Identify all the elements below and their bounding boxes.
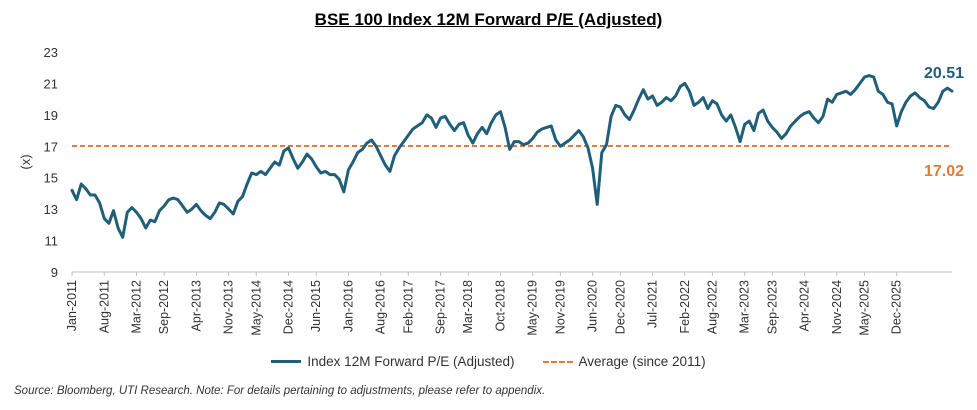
legend-swatch-series [271, 360, 302, 363]
legend-entry-series: Index 12M Forward P/E (Adjusted) [271, 354, 515, 369]
x-tick-label: Mar-2012 [130, 280, 144, 334]
x-tick-label: Dec-2020 [613, 280, 627, 334]
x-tick-label: Dec-2014 [282, 280, 296, 334]
x-tick-label: Sep-2017 [434, 280, 448, 334]
x-tick-label: May-2025 [857, 280, 871, 336]
legend-swatch-average [542, 360, 573, 363]
legend: Index 12M Forward P/E (Adjusted) Average… [0, 354, 977, 369]
x-tick-label: Feb-2022 [678, 280, 692, 334]
legend-label-average: Average (since 2011) [578, 354, 706, 369]
legend-entry-average: Average (since 2011) [542, 354, 706, 369]
y-tick-label: 23 [44, 45, 58, 60]
x-tick-label: Oct-2018 [493, 280, 507, 331]
x-tick-label: Apr-2024 [798, 280, 812, 331]
source-note: Source: Bloomberg, UTI Research. Note: F… [14, 385, 546, 397]
y-tick-label: 11 [45, 234, 59, 249]
y-axis: 9 11 13 15 17 19 21 23 [44, 45, 58, 280]
pe-series-line [70, 74, 954, 239]
y-tick-label: 15 [44, 171, 58, 186]
x-tick-label: Mar-2018 [461, 280, 475, 334]
y-tick-label: 21 [44, 76, 58, 91]
x-tick-label: Aug-2016 [374, 280, 388, 334]
x-tick-label: Nov-2019 [553, 280, 567, 334]
y-tick-label: 17 [44, 139, 58, 154]
x-tick-label: Jun-2015 [309, 280, 323, 332]
y-axis-label: (x) [18, 154, 33, 169]
x-tick-label: Nov-2013 [222, 280, 236, 334]
x-tick-label: Sep-2012 [157, 280, 171, 334]
average-value-label: 17.02 [924, 163, 964, 180]
x-tick-label: Jul-2021 [646, 280, 660, 328]
x-tick-label: May-2019 [526, 280, 540, 336]
x-tick-label: Dec-2025 [890, 280, 904, 334]
chart-title: BSE 100 Index 12M Forward P/E (Adjusted) [314, 10, 663, 29]
y-tick-label: 19 [44, 108, 58, 123]
x-tick-label: Feb-2017 [401, 280, 415, 334]
x-tick-label: Sep-2023 [765, 280, 779, 334]
x-tick-label: May-2014 [249, 280, 263, 336]
x-tick-label: Jan-2011 [65, 280, 79, 331]
y-tick-label: 9 [51, 265, 58, 280]
x-tick-label: Aug-2022 [705, 280, 719, 334]
x-tick-label: Jun-2020 [586, 280, 600, 332]
x-tick-label: Nov-2024 [830, 280, 844, 334]
legend-label-series: Index 12M Forward P/E (Adjusted) [307, 354, 515, 369]
latest-value-label: 20.51 [924, 65, 964, 82]
x-axis: Jan-2011 Aug-2011 Mar-2012 Sep-2012 Apr-2013… [65, 271, 952, 336]
x-tick-label: Mar-2023 [738, 280, 752, 334]
y-tick-label: 13 [44, 202, 58, 217]
x-tick-label: Jan-2016 [341, 280, 355, 332]
x-tick-label: Aug-2011 [97, 280, 111, 333]
x-tick-label: Apr-2013 [189, 280, 203, 331]
